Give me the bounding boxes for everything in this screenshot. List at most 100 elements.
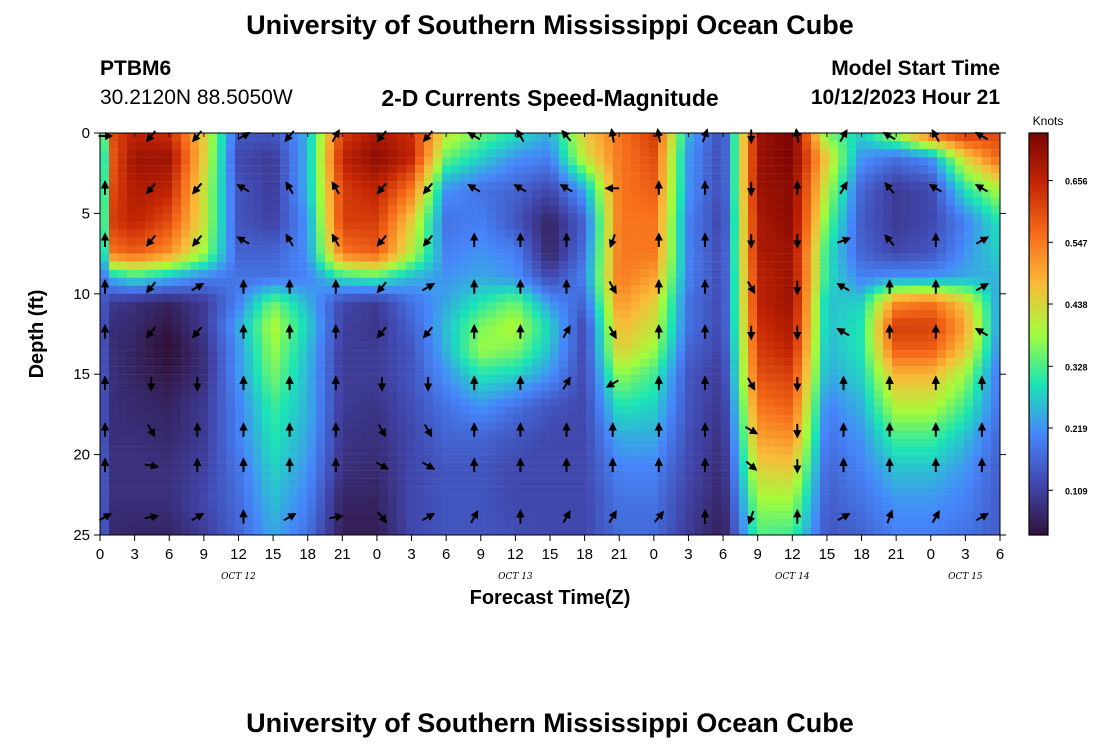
heatmap-cell xyxy=(631,221,641,230)
heatmap-cell xyxy=(433,358,443,367)
heatmap-cell xyxy=(946,285,956,294)
heatmap-cell xyxy=(181,398,191,407)
heatmap-cell xyxy=(172,518,182,528)
heatmap-cell xyxy=(586,398,596,407)
heatmap-cell xyxy=(829,245,839,254)
heatmap-cell xyxy=(388,165,398,174)
heatmap-cell xyxy=(109,478,119,487)
heatmap-cell xyxy=(127,438,137,447)
heatmap-cell xyxy=(550,382,560,391)
heatmap-cell xyxy=(217,277,227,286)
heatmap-cell xyxy=(847,406,857,415)
heatmap-cell xyxy=(154,173,164,182)
heatmap-cell xyxy=(307,414,317,423)
heatmap-cell xyxy=(532,470,542,479)
heatmap-cell xyxy=(775,486,785,495)
heatmap-cell xyxy=(172,181,182,190)
heatmap-cell xyxy=(739,197,749,206)
heatmap-cell xyxy=(523,454,533,463)
heatmap-cell xyxy=(532,301,542,311)
heatmap-cell xyxy=(910,317,920,327)
heatmap-cell xyxy=(577,502,587,512)
heatmap-cell xyxy=(820,149,830,158)
heatmap-cell xyxy=(784,189,794,198)
heatmap-cell xyxy=(397,358,407,367)
heatmap-cell xyxy=(775,173,785,182)
heatmap-cell xyxy=(316,245,326,254)
heatmap-cell xyxy=(991,366,1001,375)
heatmap-cell xyxy=(442,446,452,455)
heatmap-cell xyxy=(280,149,290,158)
heatmap-cell xyxy=(856,510,866,520)
heatmap-cell xyxy=(208,229,218,238)
heatmap-cell xyxy=(253,261,263,270)
heatmap-cell xyxy=(910,269,920,278)
heatmap-cell xyxy=(280,229,290,238)
heatmap-cell xyxy=(163,422,173,431)
heatmap-cell xyxy=(127,374,137,383)
heatmap-cell xyxy=(469,494,479,503)
heatmap-cell xyxy=(289,366,299,375)
heatmap-cell xyxy=(181,197,191,206)
heatmap-cell xyxy=(361,173,371,182)
heatmap-cell xyxy=(667,446,677,455)
heatmap-cell xyxy=(334,293,344,302)
heatmap-cell xyxy=(253,133,263,142)
heatmap-cell xyxy=(307,261,317,270)
heatmap-cell xyxy=(127,261,137,270)
heatmap-cell xyxy=(748,301,758,311)
heatmap-cell xyxy=(199,350,209,359)
heatmap-cell xyxy=(424,293,434,302)
heatmap-cell xyxy=(622,309,632,319)
heatmap-cell xyxy=(595,398,605,407)
heatmap-cell xyxy=(136,406,146,415)
heatmap-cell xyxy=(379,406,389,415)
heatmap-cell xyxy=(973,189,983,198)
heatmap-cell xyxy=(433,390,443,399)
heatmap-cell xyxy=(271,446,281,455)
heatmap-cell xyxy=(388,334,398,343)
heatmap-cell xyxy=(595,173,605,182)
heatmap-cell xyxy=(550,374,560,383)
heatmap-cell xyxy=(361,293,371,302)
heatmap-cell xyxy=(559,213,569,222)
heatmap-cell xyxy=(649,309,659,319)
heatmap-cell xyxy=(370,317,380,327)
heatmap-cell xyxy=(730,374,740,383)
heatmap-cell xyxy=(424,221,434,230)
heatmap-cell xyxy=(289,173,299,182)
heatmap-cell xyxy=(109,494,119,503)
heatmap-cell xyxy=(928,189,938,198)
heatmap-cell xyxy=(379,253,389,262)
heatmap-cell xyxy=(730,350,740,359)
heatmap-cell xyxy=(460,462,470,471)
heatmap-cell xyxy=(145,406,155,415)
heatmap-cell xyxy=(460,149,470,158)
heatmap-cell xyxy=(775,189,785,198)
heatmap-cell xyxy=(739,502,749,512)
heatmap-cell xyxy=(550,133,560,142)
heatmap-cell xyxy=(118,157,128,166)
heatmap-cell xyxy=(784,342,794,351)
heatmap-cell xyxy=(775,165,785,174)
heatmap-cell xyxy=(991,374,1001,383)
heatmap-cell xyxy=(334,406,344,415)
heatmap-cell xyxy=(370,325,380,335)
heatmap-cell xyxy=(181,245,191,254)
heatmap-cell xyxy=(685,398,695,407)
heatmap-cell xyxy=(415,277,425,286)
heatmap-cell xyxy=(802,141,812,150)
heatmap-cell xyxy=(640,406,650,415)
heatmap-cell xyxy=(190,518,200,528)
heatmap-cell xyxy=(217,301,227,311)
heatmap-cell xyxy=(739,165,749,174)
heatmap-cell xyxy=(298,293,308,302)
heatmap-cell xyxy=(442,430,452,439)
heatmap-cell xyxy=(487,470,497,479)
heatmap-cell xyxy=(199,518,209,528)
heatmap-cell xyxy=(973,141,983,150)
heatmap-cell xyxy=(856,462,866,471)
heatmap-cell xyxy=(982,149,992,158)
heatmap-cell xyxy=(676,502,686,512)
heatmap-cell xyxy=(109,398,119,407)
